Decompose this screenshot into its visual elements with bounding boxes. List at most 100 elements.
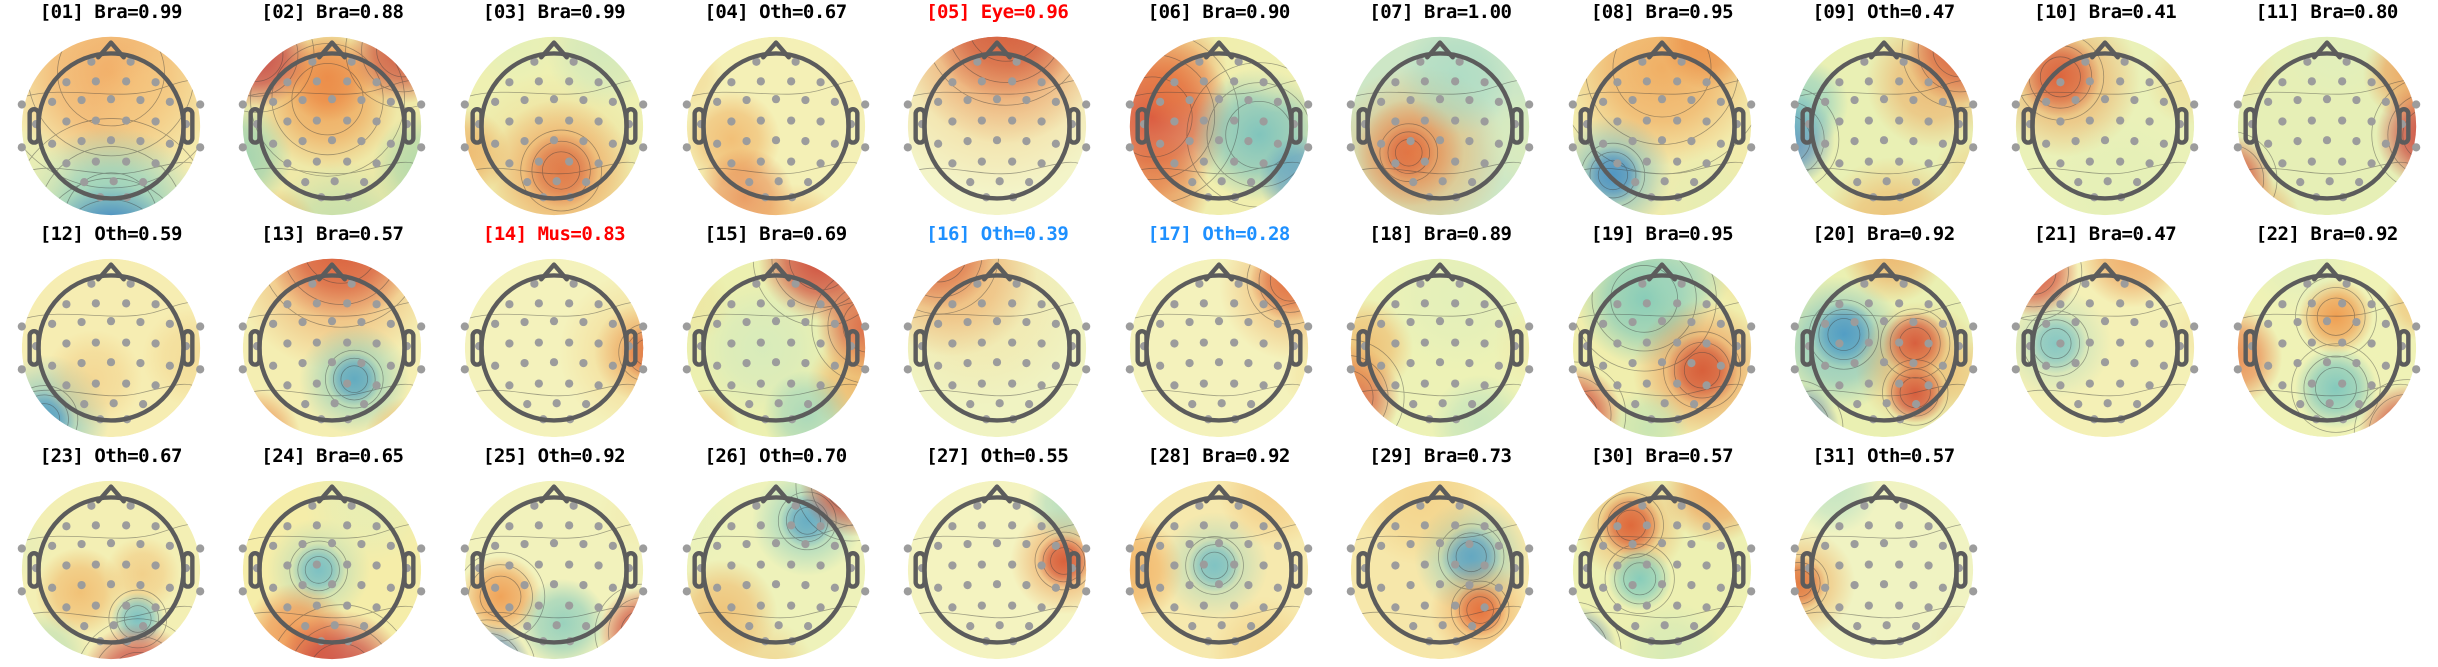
component-title: [05] Eye=0.96 — [926, 1, 1069, 23]
component-title: [06] Bra=0.90 — [1147, 1, 1291, 23]
ear-left — [248, 551, 263, 589]
nose — [539, 40, 569, 60]
head-outline — [248, 40, 416, 201]
head-outline — [2021, 40, 2189, 201]
component-title: [01] Bra=0.99 — [39, 1, 183, 23]
component-title: [03] Bra=0.99 — [482, 1, 626, 23]
topomap-field — [21, 480, 200, 660]
ear-right — [181, 551, 195, 589]
component-cell: [31] Oth=0.57 — [1773, 444, 1995, 666]
component-title: [21] Bra=0.47 — [2034, 223, 2177, 245]
head-outline — [470, 40, 638, 201]
head-outline — [1135, 40, 1303, 201]
ear-left — [692, 329, 706, 367]
head-outline — [692, 484, 860, 645]
ear-right — [402, 551, 416, 589]
component-title: [14] Mus=0.83 — [482, 223, 626, 245]
ear-left — [470, 551, 484, 589]
topomap-svg — [1568, 480, 1756, 660]
head-outline — [2243, 262, 2411, 423]
topomap-field — [464, 258, 644, 438]
head-outline — [248, 262, 416, 423]
ear-right — [845, 329, 860, 367]
component-title: [17] Oth=0.28 — [1147, 223, 1291, 245]
head-outline — [1578, 40, 1746, 201]
sensor-dots — [1347, 501, 1534, 646]
nose — [1425, 484, 1456, 504]
component-title: [19] Bra=0.95 — [1590, 223, 1734, 245]
head-outline — [1800, 484, 1968, 645]
nose — [1203, 484, 1234, 504]
topomap-svg — [1790, 36, 1977, 216]
topomap-svg — [17, 258, 205, 438]
ear-right — [181, 107, 195, 145]
ear-left — [248, 329, 263, 367]
ear-right — [624, 551, 638, 589]
topomap-svg — [1125, 480, 1313, 660]
ear-right — [1510, 329, 1524, 367]
topomap-svg — [2233, 258, 2421, 438]
head-outline — [248, 484, 416, 645]
ear-left — [248, 107, 263, 145]
ear-left — [2243, 329, 2257, 367]
topomap-svg — [903, 480, 1091, 660]
head-outline — [913, 40, 1081, 201]
sensor-dots — [2233, 57, 2421, 202]
nose — [539, 262, 569, 282]
head-outline — [1800, 262, 1968, 423]
contour-lines — [467, 80, 643, 212]
nose — [982, 484, 1013, 504]
sensor-dots — [17, 57, 205, 202]
ear-left — [470, 329, 484, 367]
topomap-svg — [17, 36, 205, 216]
sensor-dots — [1568, 501, 1756, 646]
ear-left — [1800, 551, 1814, 589]
nose — [317, 262, 348, 282]
topomap-svg — [2233, 36, 2421, 216]
component-cell: [01] Bra=0.99 — [0, 0, 222, 222]
topomap-svg — [2011, 258, 2199, 438]
component-cell: [13] Bra=0.57 — [222, 222, 444, 444]
nose — [1425, 40, 1456, 60]
ear-left — [470, 107, 484, 145]
head-outline — [2243, 40, 2411, 201]
head-outline — [913, 262, 1081, 423]
topomap-field — [21, 258, 200, 438]
ear-left — [692, 551, 706, 589]
topomap-svg — [239, 258, 426, 438]
component-title: [09] Oth=0.47 — [1812, 1, 1955, 23]
component-title: [11] Bra=0.80 — [2255, 1, 2399, 23]
component-title: [12] Oth=0.59 — [39, 223, 183, 245]
ear-left — [1135, 329, 1149, 367]
ear-right — [1953, 107, 1968, 145]
ear-left — [1356, 551, 1371, 589]
topomap-svg — [903, 258, 1091, 438]
head-outline — [2021, 262, 2189, 423]
component-title: [08] Bra=0.95 — [1590, 1, 1734, 23]
nose — [1868, 262, 1899, 282]
nose — [982, 262, 1013, 282]
ear-left — [913, 551, 927, 589]
sensor-dots — [1790, 279, 1977, 424]
ear-right — [845, 107, 860, 145]
topomap-svg — [17, 480, 205, 660]
sensor-dots — [17, 279, 205, 424]
ear-right — [1510, 551, 1524, 589]
nose — [1425, 262, 1456, 282]
component-title: [31] Oth=0.57 — [1812, 445, 1955, 467]
ear-left — [2021, 107, 2035, 145]
nose — [1647, 484, 1677, 504]
head-outline — [27, 484, 195, 645]
component-title: [22] Bra=0.92 — [2255, 223, 2399, 245]
topomap-field — [464, 480, 644, 660]
topomap-svg — [239, 36, 426, 216]
component-cell: [21] Bra=0.47 — [1994, 222, 2216, 444]
sensor-dots — [1568, 279, 1756, 424]
ear-right — [2175, 107, 2189, 145]
topomap-svg — [682, 36, 869, 216]
ear-left — [692, 107, 706, 145]
topomap-svg — [682, 480, 869, 660]
topomap-svg — [1125, 36, 1313, 216]
ear-left — [27, 551, 41, 589]
